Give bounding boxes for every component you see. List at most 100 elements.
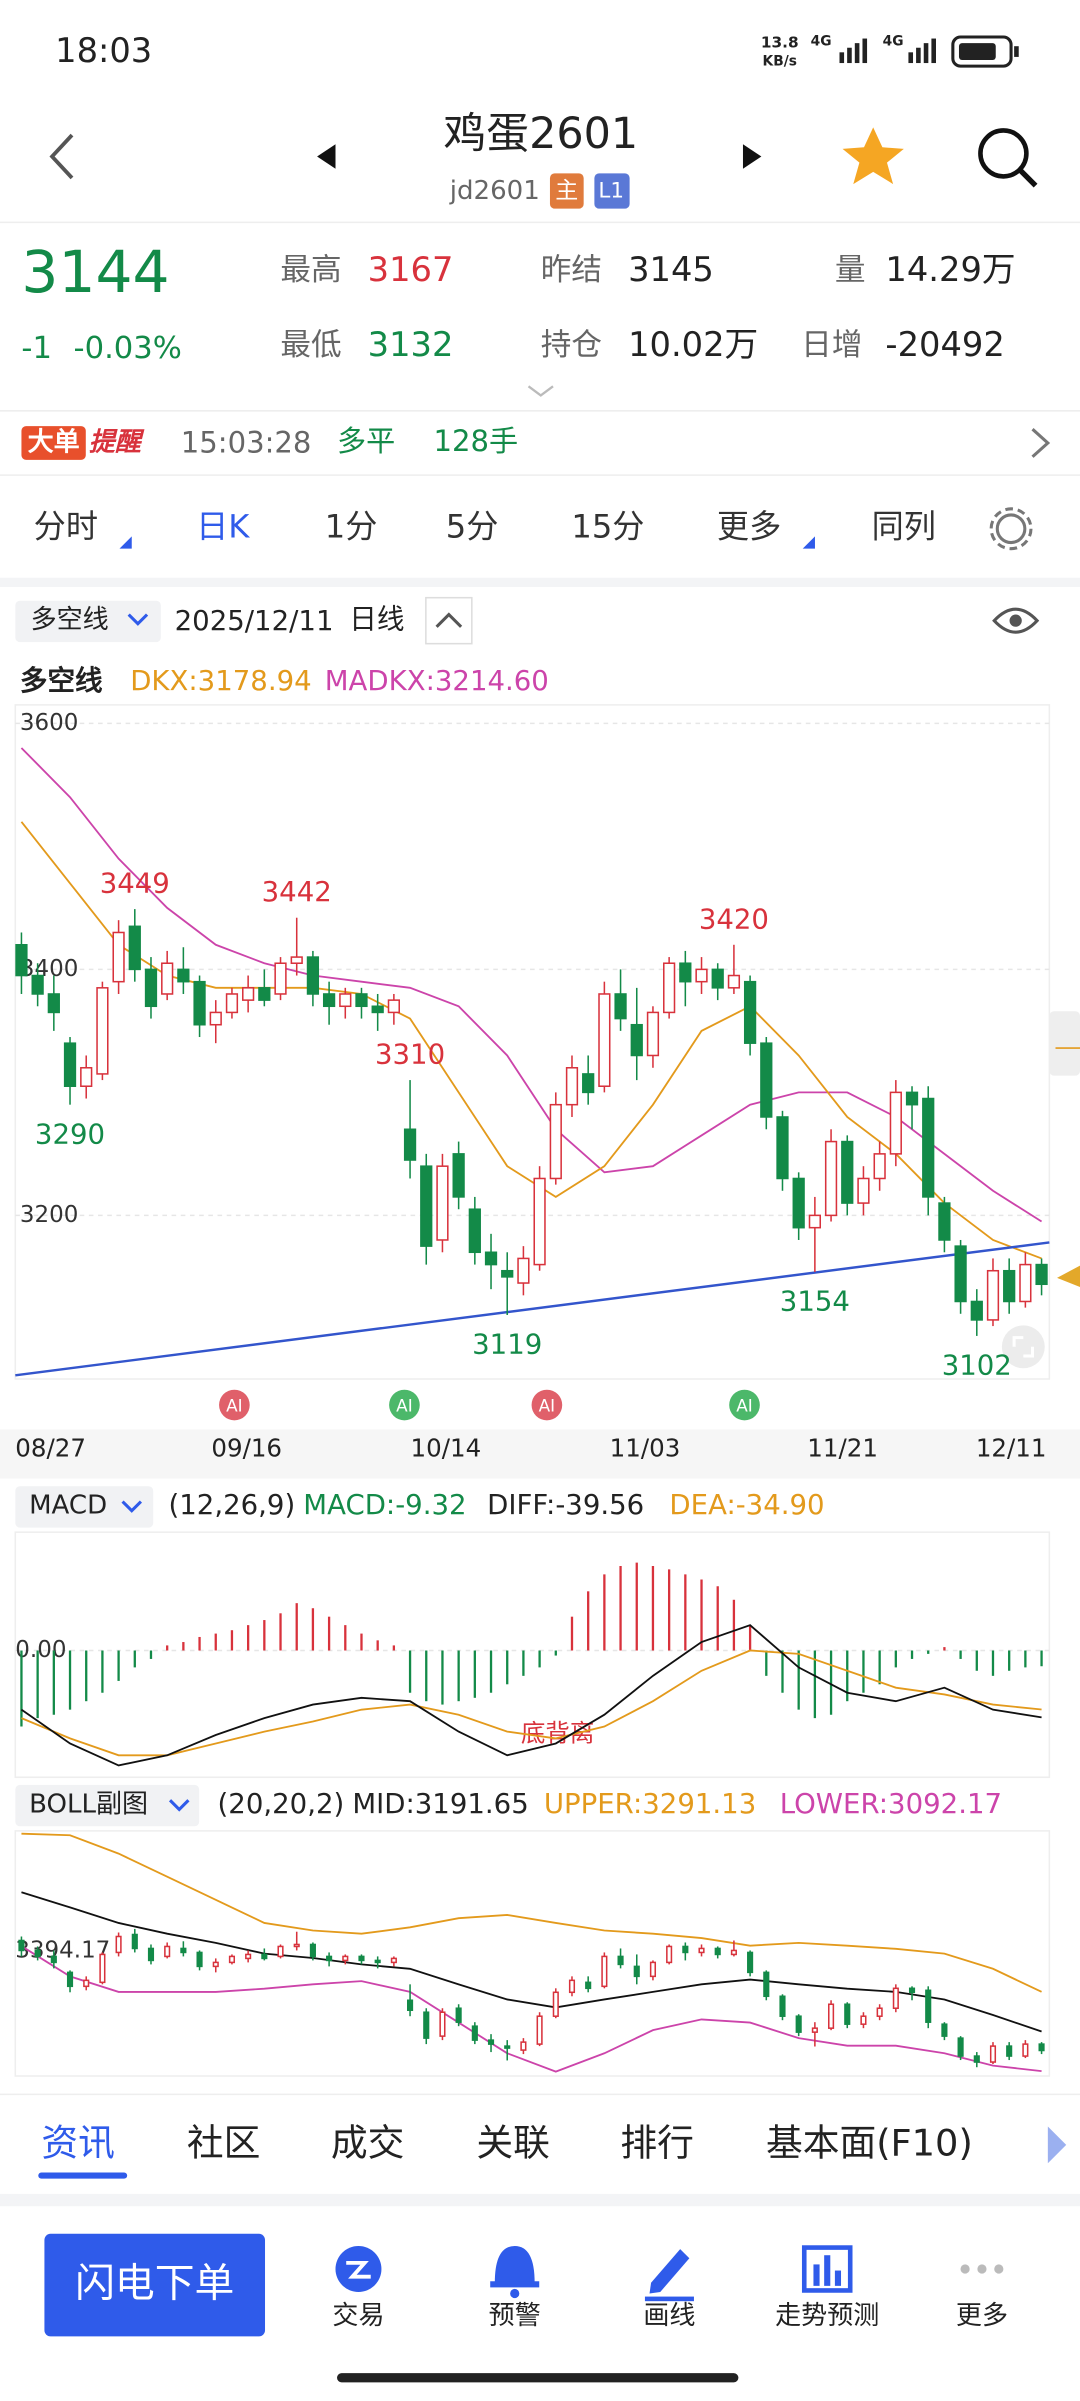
candle-body — [889, 1091, 902, 1155]
nav-item[interactable]: 画线 — [643, 2301, 695, 2331]
candle-body — [973, 2055, 980, 2063]
candle-body — [355, 993, 368, 1008]
candle-body — [452, 1153, 465, 1198]
nav-item[interactable]: 预警 — [489, 2301, 541, 2331]
period-tab[interactable]: 同列 — [872, 508, 936, 546]
expand-icon[interactable] — [527, 385, 554, 397]
candle-body — [34, 1949, 41, 1958]
boll-selector[interactable]: BOLL副图 — [29, 1789, 148, 1819]
field-label: 持仓 — [541, 328, 602, 363]
period-tab[interactable]: 5分 — [446, 508, 499, 546]
high-label: 3442 — [262, 875, 332, 908]
order-button-label[interactable]: 闪电下单 — [75, 2260, 234, 2306]
dkx-line — [20, 821, 1042, 1260]
boll-mid: MID:3191.65 — [352, 1787, 528, 1820]
selector-bg[interactable] — [15, 600, 161, 643]
boll-upper: UPPER:3291.13 — [544, 1787, 756, 1820]
indicator-selector[interactable]: 多空线 — [31, 605, 109, 635]
trendline — [15, 1241, 1050, 1377]
order-button[interactable] — [44, 2233, 266, 2337]
candle-body — [342, 1955, 349, 1962]
dea-line — [21, 1649, 1042, 1757]
badge: 大单 — [28, 427, 80, 457]
prev-button[interactable] — [317, 144, 336, 169]
eye-icon[interactable] — [992, 607, 1040, 634]
candle-body — [633, 1965, 640, 1978]
collapse-button[interactable] — [425, 596, 473, 645]
ai-badge[interactable]: AI — [736, 1396, 753, 1416]
period-tab[interactable]: 更多 — [717, 508, 781, 546]
nav-icons — [335, 2245, 1004, 2302]
candle-body — [258, 987, 271, 1001]
candle-body — [484, 1251, 498, 1266]
bottom-tab[interactable]: 成交 — [331, 2121, 405, 2164]
order-size: 128手 — [434, 424, 519, 458]
nav-item[interactable]: 交易 — [332, 2301, 384, 2331]
back-button[interactable] — [49, 133, 74, 180]
candle-body — [714, 1947, 721, 1956]
candle-body — [193, 980, 206, 1026]
ai-badge-bg[interactable] — [219, 1389, 250, 1421]
candle-body — [776, 1116, 789, 1180]
candle-body — [371, 1005, 384, 1014]
fullscreen-button[interactable] — [1001, 1325, 1045, 1369]
field-value: 3132 — [368, 325, 454, 364]
candle-body — [487, 2039, 495, 2045]
side-handle[interactable] — [1049, 1011, 1080, 1076]
dropdown-icon — [168, 1799, 190, 1812]
ai-badge-bg[interactable] — [389, 1389, 420, 1421]
high-label: 3420 — [699, 902, 769, 935]
scroll-arrow[interactable] — [1047, 2126, 1067, 2164]
candle-body — [50, 1955, 57, 1964]
macd-selector[interactable]: MACD — [29, 1491, 107, 1521]
boll-frame — [14, 1830, 1051, 2077]
dea-value: DEA:-34.90 — [669, 1488, 824, 1521]
ai-badge[interactable]: AI — [539, 1396, 556, 1416]
bottom-tab[interactable]: 资讯 — [41, 2121, 115, 2164]
period-tab[interactable]: 15分 — [571, 508, 644, 546]
candle-body — [455, 2007, 462, 2023]
battery — [951, 35, 1019, 68]
date-axis-bg — [0, 1429, 1080, 1479]
candle-body — [601, 1955, 608, 1988]
ai-badge[interactable]: AI — [226, 1396, 243, 1416]
period-tab[interactable]: 日K — [196, 508, 250, 546]
contract-code: jd2601 — [449, 176, 540, 206]
candle-body — [306, 956, 320, 995]
clock: 18:03 — [55, 31, 152, 70]
search-button[interactable] — [978, 128, 1038, 188]
ai-badge-bg[interactable] — [531, 1389, 563, 1421]
candle-body — [892, 1987, 899, 2010]
nav-item[interactable]: 走势预测 — [775, 2301, 879, 2331]
candle-body — [614, 993, 627, 1020]
bottom-tab[interactable]: 关联 — [476, 2121, 550, 2164]
network-type: 4G — [883, 34, 904, 50]
selector-bg[interactable] — [15, 1486, 154, 1528]
tab-dropdown — [119, 536, 132, 549]
candle-body — [536, 2015, 543, 2045]
favorite-star[interactable] — [842, 127, 904, 185]
settings-icon[interactable] — [989, 507, 1033, 551]
bottom-tab[interactable]: 基本面(F10) — [766, 2121, 973, 2164]
candle-body — [228, 1955, 236, 1964]
diff-value: DIFF:-39.56 — [487, 1488, 644, 1521]
low-label: 3290 — [35, 1117, 105, 1150]
period-tab[interactable]: 1分 — [325, 508, 378, 546]
candle-body — [811, 2027, 818, 2033]
period-tab[interactable]: 分时 — [34, 508, 98, 546]
badge: L1 — [598, 179, 624, 204]
field-value: 3145 — [628, 250, 714, 289]
candle-body — [403, 1128, 417, 1161]
nav-item[interactable]: 更多 — [956, 2301, 1008, 2331]
ai-badge[interactable]: AI — [396, 1396, 413, 1416]
last-price: 3144 — [21, 238, 169, 306]
ai-badge-bg[interactable] — [729, 1389, 760, 1421]
chevron[interactable] — [1031, 428, 1051, 458]
bottom-tab[interactable]: 排行 — [620, 2121, 694, 2164]
candle-body — [309, 1943, 316, 1958]
selector-bg[interactable] — [15, 1784, 200, 1827]
next-button[interactable] — [742, 144, 762, 169]
bottom-tab[interactable]: 社区 — [187, 2121, 261, 2164]
